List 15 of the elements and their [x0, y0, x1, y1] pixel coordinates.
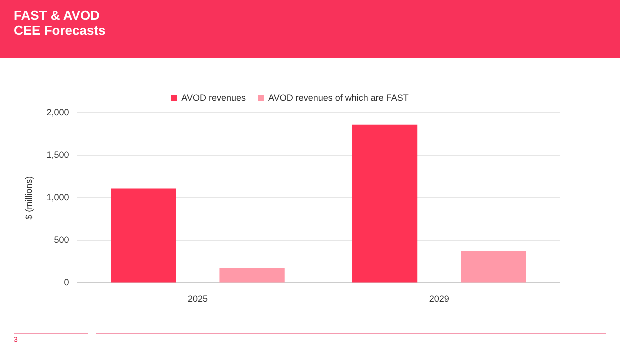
y-tick-label: 500: [54, 235, 70, 246]
bar: [461, 251, 526, 283]
y-tick-label: 1,500: [46, 150, 70, 160]
x-tick-label: 2029: [429, 294, 450, 304]
bar: [220, 268, 285, 283]
x-tick-label: 2025: [188, 294, 208, 304]
chart-title: FAST & AVOD CEE Forecasts: [14, 8, 106, 38]
y-tick-label: 2,000: [46, 107, 70, 118]
bar: [111, 188, 176, 283]
legend-label: AVOD revenues: [182, 92, 246, 103]
y-axis-title: $ (millions): [24, 176, 34, 220]
y-tick-label: 0: [64, 278, 70, 288]
legend-label: AVOD revenues of which are FAST: [268, 92, 410, 103]
bar: [352, 124, 418, 283]
y-tick-label: 1,000: [46, 192, 70, 203]
